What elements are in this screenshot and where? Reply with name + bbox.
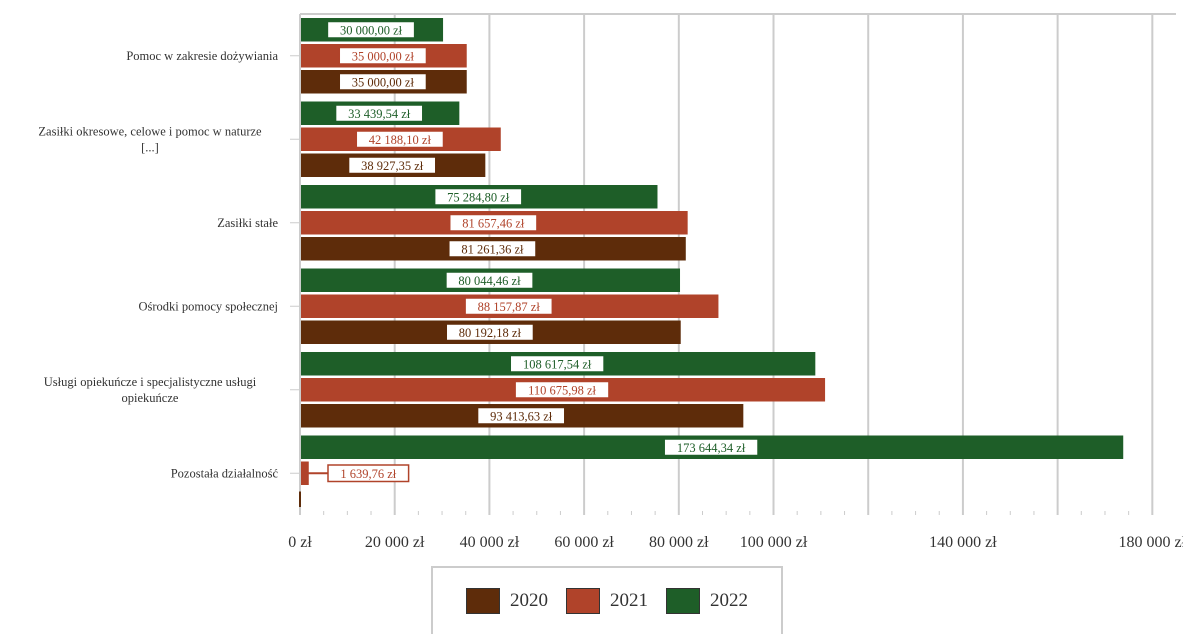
data-label-box <box>334 104 424 123</box>
x-tick-label: 0 zł <box>288 534 312 551</box>
data-label: 30 000,00 zł <box>340 24 403 38</box>
legend-label-2020: 2020 <box>510 590 548 611</box>
data-label-box <box>464 297 554 316</box>
legend-item-2020[interactable]: 2020 <box>466 588 548 614</box>
data-label-box <box>327 464 410 483</box>
category-label: [...] <box>141 140 159 154</box>
category-label: Pomoc w zakresie dożywiania <box>126 49 278 63</box>
data-label: 35 000,00 zł <box>352 76 415 90</box>
data-label: 33 439,54 zł <box>348 107 411 121</box>
legend-item-2021[interactable]: 2021 <box>566 588 648 614</box>
data-label-box <box>445 323 535 342</box>
data-label: 108 617,54 zł <box>523 358 592 372</box>
data-label-box <box>509 354 605 373</box>
data-label-box <box>476 406 566 425</box>
data-label: 1 639,76 zł <box>340 467 396 481</box>
category-label: Usługi opiekuńcze i specjalistyczne usłu… <box>44 375 257 389</box>
legend-label-2022: 2022 <box>710 590 748 611</box>
x-tick-label: 140 000 zł <box>929 534 997 551</box>
category-label: Zasiłki okresowe, celowe i pomoc w natur… <box>38 124 262 138</box>
data-label: 88 157,87 zł <box>478 300 541 314</box>
x-tick-label: 40 000 zł <box>460 534 520 551</box>
category-label: opiekuńcze <box>122 391 179 405</box>
data-label-box <box>347 156 437 175</box>
category-label: Zasiłki stałe <box>217 216 278 230</box>
data-label-box <box>326 20 416 39</box>
x-tick-label: 80 000 zł <box>649 534 709 551</box>
legend-swatch-2020 <box>466 588 500 614</box>
legend-item-2022[interactable]: 2022 <box>666 588 748 614</box>
data-label-box <box>338 72 428 91</box>
data-label-box <box>433 187 523 206</box>
data-label: 173 644,34 zł <box>677 441 746 455</box>
data-label-box <box>338 46 428 65</box>
data-label-box <box>448 239 537 258</box>
legend-swatch-2022 <box>666 588 700 614</box>
bar-2020 <box>299 491 301 507</box>
data-label-box <box>445 271 534 290</box>
data-label: 35 000,00 zł <box>352 50 415 64</box>
data-label: 38 927,35 zł <box>361 159 424 173</box>
data-label: 75 284,80 zł <box>447 191 510 205</box>
data-label-box <box>663 438 759 457</box>
data-label: 81 261,36 zł <box>461 243 524 257</box>
data-label: 81 657,46 zł <box>462 217 525 231</box>
legend-label-2021: 2021 <box>610 590 648 611</box>
data-label: 80 192,18 zł <box>459 326 522 340</box>
x-tick-label: 20 000 zł <box>365 534 425 551</box>
data-label: 93 413,63 zł <box>490 410 553 424</box>
x-tick-label: 180 000 zł <box>1119 534 1183 551</box>
data-label: 80 044,46 zł <box>458 274 521 288</box>
category-label: Ośrodki pomocy społecznej <box>138 299 278 313</box>
data-label-box <box>448 213 538 232</box>
x-tick-label: 60 000 zł <box>554 534 614 551</box>
data-label: 42 188,10 zł <box>369 133 432 147</box>
data-label-box <box>514 380 610 399</box>
legend-swatch-2021 <box>566 588 600 614</box>
data-label: 110 675,98 zł <box>528 384 596 398</box>
category-label: Pozostała działalność <box>171 466 279 480</box>
legend: 2020 2021 2022 <box>431 566 783 634</box>
bar-chart: 0 zł 20 000 zł 40 000 zł 60 000 zł 80 000 zł… <box>38 13 1183 551</box>
data-label-box <box>355 130 445 149</box>
x-tick-label: 100 000 zł <box>740 534 808 551</box>
bar-2021 <box>301 461 309 485</box>
